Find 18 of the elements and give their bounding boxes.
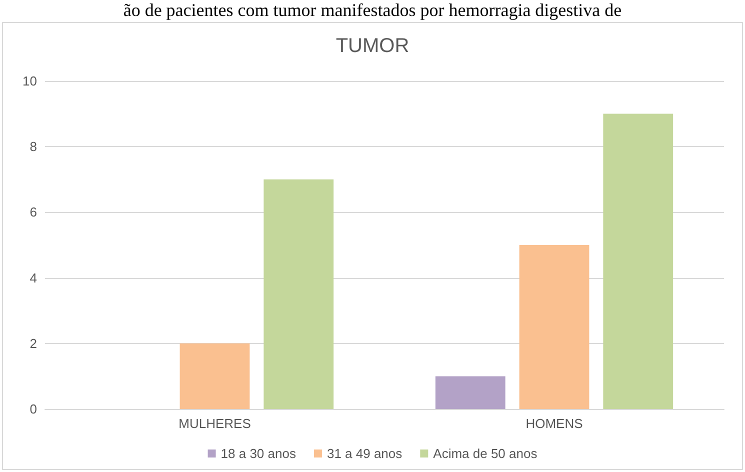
bar <box>519 245 590 409</box>
bar <box>264 179 334 409</box>
y-tick-label: 8 <box>30 139 37 154</box>
legend-label: 18 a 30 anos <box>220 446 296 461</box>
x-tick-label: MULHERES <box>178 416 252 431</box>
y-tick-label: 10 <box>22 74 37 88</box>
y-tick-label: 6 <box>30 204 37 220</box>
bar <box>603 114 674 409</box>
legend-label: Acima de 50 anos <box>433 446 538 461</box>
x-tick-label: HOMENS <box>526 416 584 431</box>
text: ão de pacientes com tumor manifestados por hemorragia digestiva de <box>122 0 623 22</box>
y-tick-label: 2 <box>30 336 37 351</box>
legend-label: 31 a 49 anos <box>326 446 403 461</box>
chart-title: TUMOR <box>336 35 410 57</box>
y-tick-label: 0 <box>30 402 37 416</box>
y-tick-label: 4 <box>30 270 37 286</box>
bar <box>180 343 250 409</box>
bar <box>435 376 506 409</box>
